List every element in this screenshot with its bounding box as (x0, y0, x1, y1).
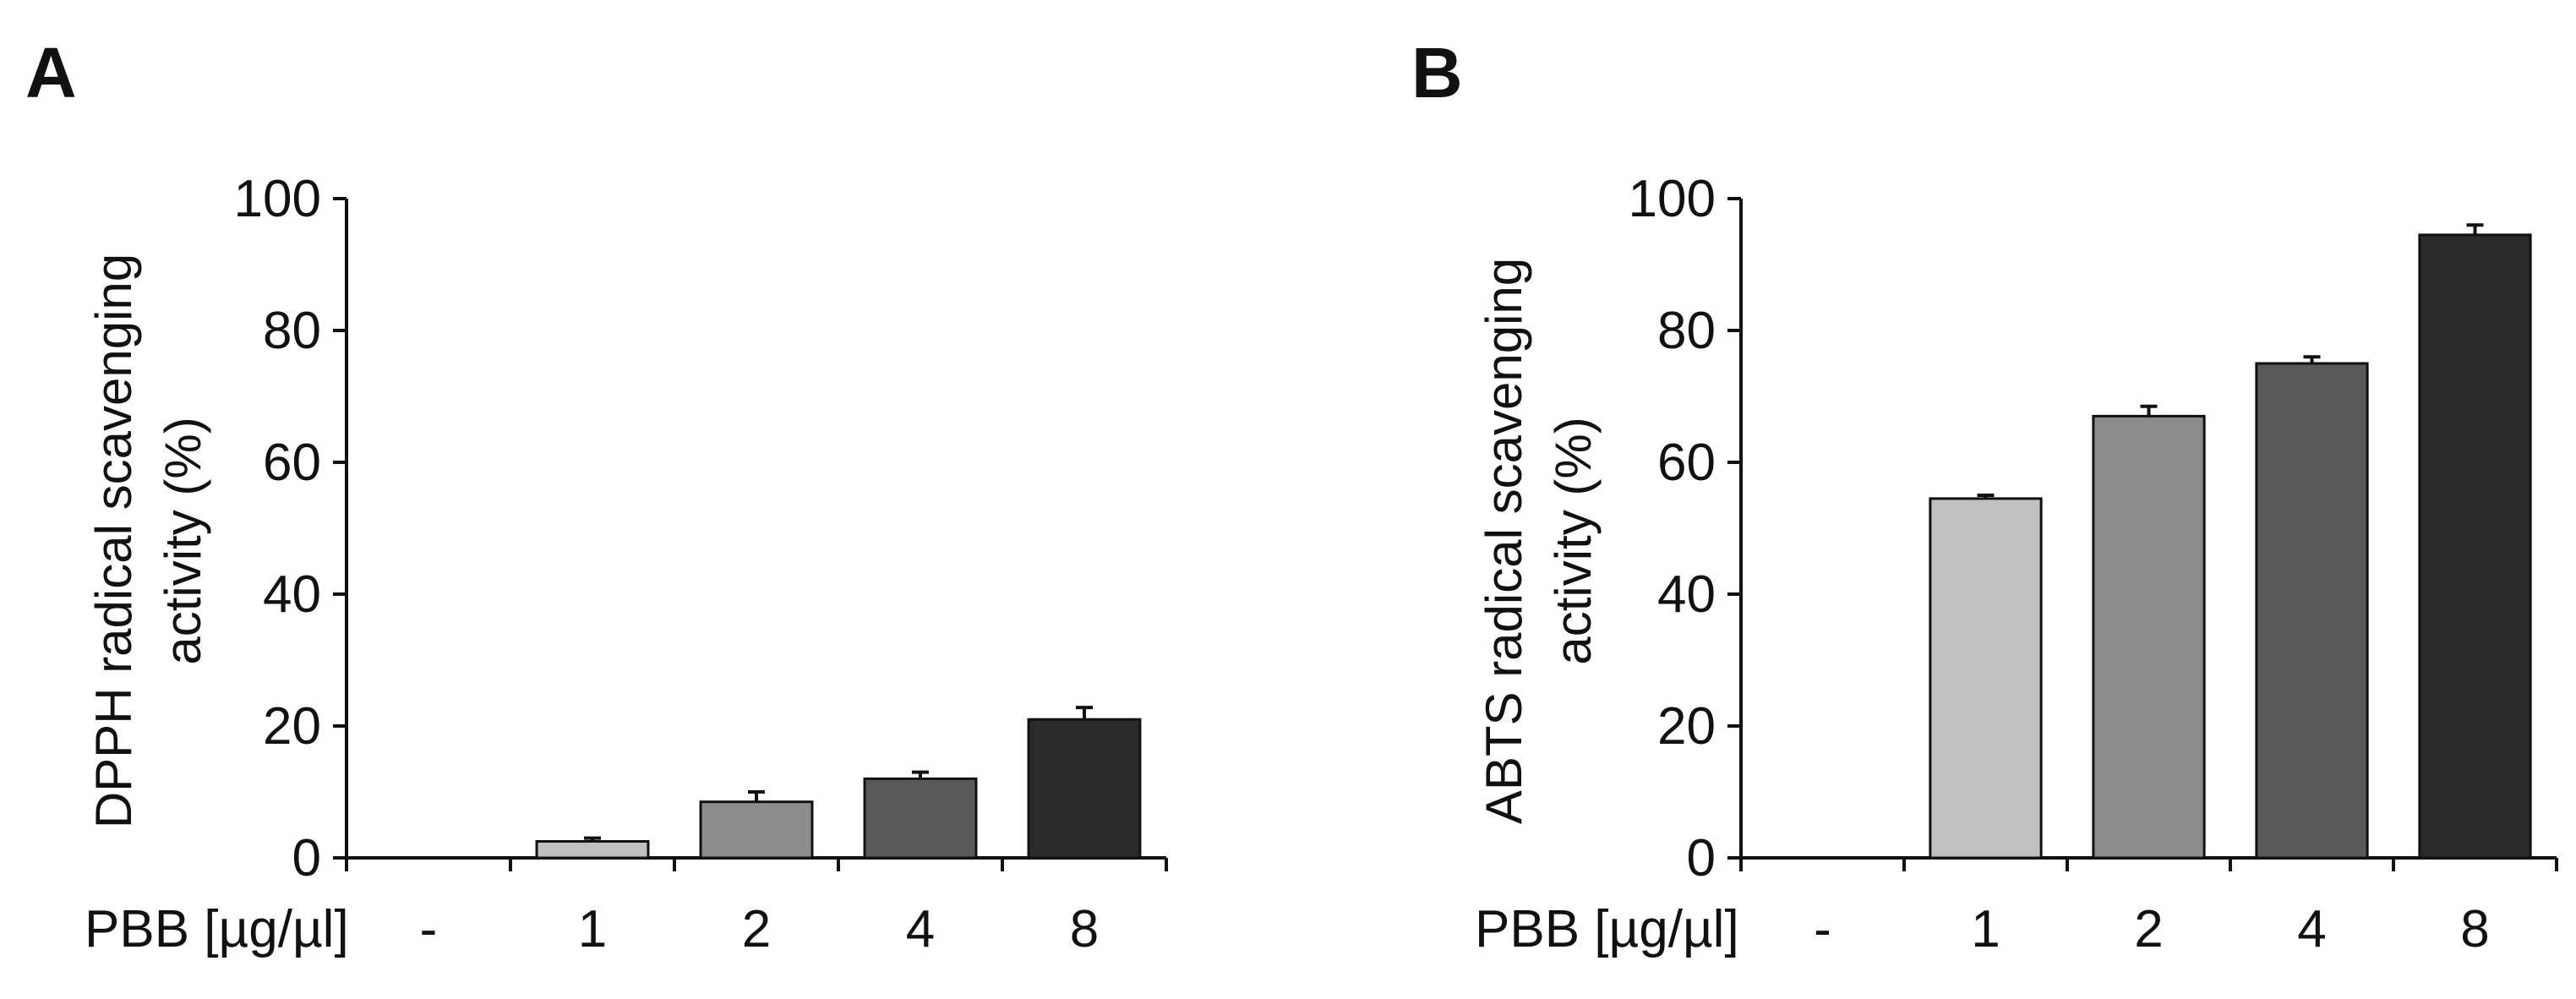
y-tick-label-b: 100 (1629, 170, 1716, 228)
bar-a (535, 840, 650, 860)
plot-area-b: 0 20 40 60 80 100 - 1 2 4 8 (1629, 170, 2558, 958)
y-tick-label-a: 20 (263, 697, 321, 756)
x-category-label-b: 1 (1971, 900, 2000, 958)
y-tick-label-a: 80 (263, 302, 321, 360)
x-category-label-a: 4 (906, 900, 935, 958)
panel-letter-b: B (1411, 33, 1463, 112)
y-axis-title-line2-a: activity (%) (155, 417, 211, 664)
y-tick-label-b: 40 (1657, 565, 1716, 624)
y-axis-title-line1-b: ABTS radical scavenging (1476, 258, 1532, 824)
x-category-label-a: 2 (742, 900, 771, 958)
y-tick-label-b: 0 (1687, 829, 1716, 887)
y-axis-title-line1-a: DPPH radical scavenging (85, 254, 142, 828)
y-tick-label-a: 100 (234, 170, 321, 228)
x-category-label-b: 4 (2297, 900, 2326, 958)
bar-a (1027, 718, 1142, 860)
y-tick-label-b: 20 (1657, 697, 1716, 756)
y-tick-label-b: 80 (1657, 302, 1716, 360)
x-category-label-a: 1 (578, 900, 607, 958)
bar-b (2255, 362, 2369, 860)
y-tick-label-b: 60 (1657, 434, 1716, 492)
y-tick-label-a: 40 (263, 565, 321, 624)
plot-area-a: 0 20 40 60 80 100 - 1 2 4 8 (234, 170, 1168, 958)
y-axis-title-a: DPPH radical scavenging activity (%) (85, 254, 211, 828)
y-tick-label-a: 60 (263, 434, 321, 492)
x-axis-label-a: PBB [µg/µl] (85, 900, 349, 958)
x-category-label-b: - (1814, 900, 1831, 958)
y-axis-title-line2-b: activity (%) (1545, 417, 1602, 664)
x-category-label-b: 2 (2134, 900, 2163, 958)
x-category-label-a: - (420, 900, 438, 958)
bar-b (1929, 497, 2043, 860)
panel-a: A DPPH radical scavenging activity (%) P… (25, 33, 1168, 958)
y-tick-label-a: 0 (292, 829, 321, 887)
bar-a (863, 777, 978, 860)
panel-b: B ABTS radical scavenging activity (%) P… (1411, 33, 2558, 958)
bar-b (2418, 233, 2532, 860)
bar-a (699, 800, 814, 860)
panel-letter-a: A (25, 33, 77, 112)
x-category-label-b: 8 (2460, 900, 2489, 958)
x-axis-label-b: PBB [µg/µl] (1475, 900, 1739, 958)
bar-b (2092, 414, 2206, 860)
y-axis-title-b: ABTS radical scavenging activity (%) (1476, 258, 1602, 824)
x-category-label-a: 8 (1070, 900, 1099, 958)
